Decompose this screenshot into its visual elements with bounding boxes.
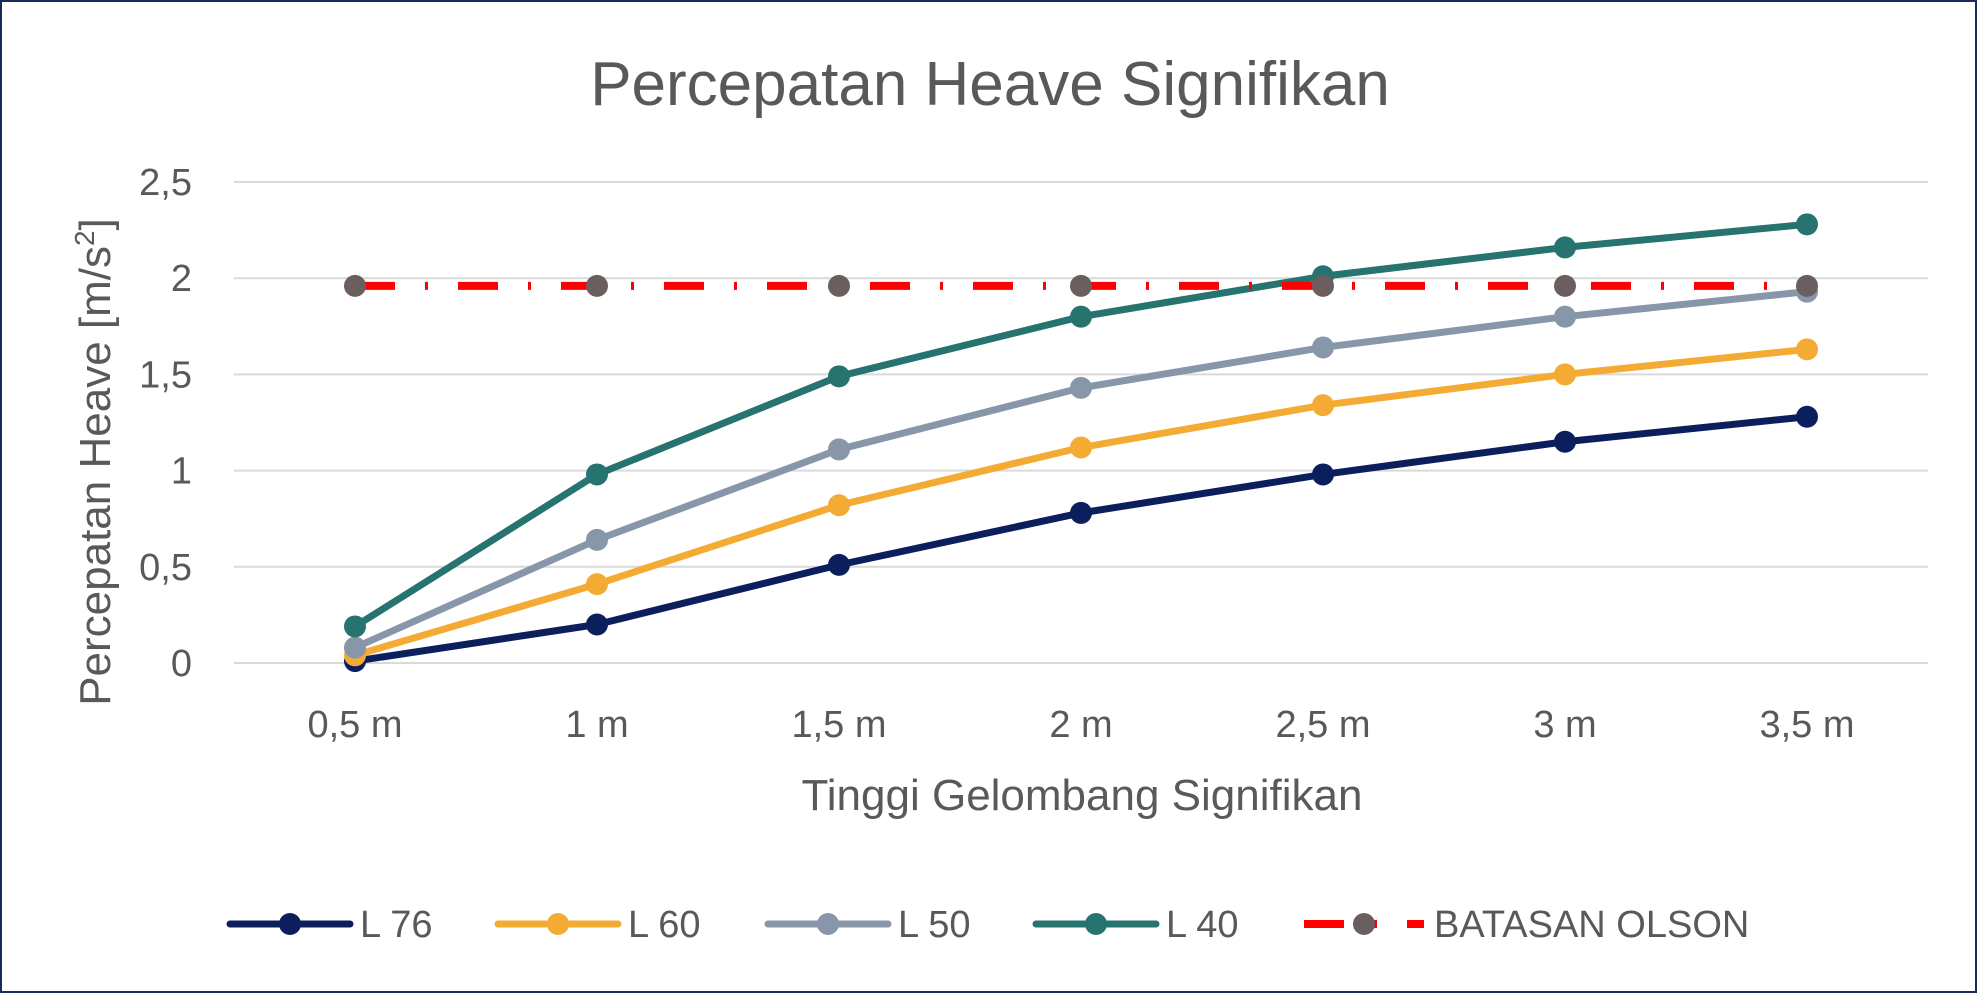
y-tick-label: 0,5 (139, 547, 192, 589)
y-axis-title: Percepatan Heave [m/s2] (69, 218, 120, 706)
data-point (1070, 376, 1092, 399)
legend-marker (279, 913, 301, 935)
y-tick-label: 2 (171, 258, 192, 300)
data-point (828, 438, 850, 461)
legend-marker (547, 913, 569, 935)
x-tick-label: 1,5 m (791, 704, 886, 746)
legend-label: BATASAN OLSON (1434, 904, 1749, 946)
legend-label: L 60 (628, 904, 701, 946)
legend-label: L 40 (1166, 904, 1239, 946)
x-tick-label: 2,5 m (1275, 704, 1370, 746)
x-axis-ticks: 0,5 m 1 m 1,5 m 2 m 2,5 m 3 m 3,5 m (307, 704, 1854, 746)
legend-marker (817, 913, 839, 935)
data-point (586, 573, 608, 596)
x-axis-title: Tinggi Gelombang Signifikan (802, 771, 1363, 820)
series-lines (344, 213, 1818, 673)
data-point (586, 274, 608, 297)
legend-item: BATASAN OLSON (1304, 904, 1749, 946)
legend-item: L 76 (226, 904, 433, 946)
data-point (344, 615, 366, 638)
legend-item: L 40 (1032, 904, 1239, 946)
legend: L 76 L 60 L 50 L 40 BATASAN OLSON (226, 904, 1749, 946)
data-point (1070, 274, 1092, 297)
y-tick-label: 2,5 (139, 162, 192, 204)
data-point (1554, 236, 1576, 259)
data-point (586, 528, 608, 551)
y-axis-title-end: ] (71, 218, 120, 230)
data-point (1554, 430, 1576, 453)
legend-label: L 50 (898, 904, 971, 946)
legend-item: L 50 (764, 904, 971, 946)
y-axis-ticks: 0 0,5 1 1,5 2 2,5 (139, 162, 192, 685)
series-l-60 (344, 338, 1818, 667)
y-tick-label: 1,5 (139, 354, 192, 396)
series-l-50 (344, 280, 1818, 659)
data-point (344, 636, 366, 659)
data-point (1796, 405, 1818, 428)
x-tick-label: 1 m (565, 704, 628, 746)
x-tick-label: 3 m (1533, 704, 1596, 746)
legend-marker (1085, 913, 1107, 935)
data-point (1796, 213, 1818, 236)
data-point (828, 274, 850, 297)
legend-item: L 60 (494, 904, 701, 946)
y-tick-label: 1 (171, 451, 192, 493)
data-point (1070, 501, 1092, 524)
chart-title: Percepatan Heave Signifikan (590, 50, 1390, 119)
data-point (828, 494, 850, 517)
data-point (1796, 338, 1818, 361)
data-point (586, 613, 608, 636)
series-batasan-olson (344, 274, 1818, 297)
data-point (828, 553, 850, 576)
data-point (1554, 305, 1576, 328)
data-point (1312, 463, 1334, 486)
data-point (344, 274, 366, 297)
legend-label: L 76 (360, 904, 433, 946)
data-point (1312, 394, 1334, 417)
data-point (1070, 436, 1092, 459)
x-tick-label: 3,5 m (1759, 704, 1854, 746)
x-tick-label: 2 m (1049, 704, 1112, 746)
data-point (586, 463, 608, 486)
data-point (1070, 305, 1092, 328)
x-tick-label: 0,5 m (307, 704, 402, 746)
legend-marker (1353, 913, 1375, 935)
data-point (1554, 274, 1576, 297)
y-axis-title-superscript: 2 (69, 230, 100, 246)
series-l-76 (344, 405, 1818, 673)
data-point (1796, 274, 1818, 297)
data-point (1312, 274, 1334, 297)
y-tick-label: 0 (171, 643, 192, 685)
series-l-40 (344, 213, 1818, 638)
data-point (1554, 363, 1576, 386)
data-point (1312, 336, 1334, 359)
data-point (828, 365, 850, 388)
